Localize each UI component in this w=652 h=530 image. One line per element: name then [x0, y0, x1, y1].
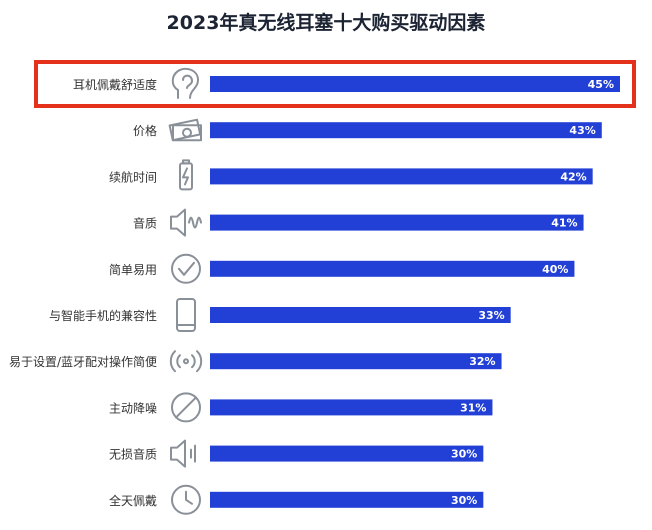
ear-head-icon [171, 67, 199, 99]
category-label: 音质 [133, 216, 157, 231]
bar [210, 307, 511, 323]
check-circle-icon [171, 253, 201, 284]
value-label: 42% [560, 170, 586, 183]
bar-row: 简单易用 40% [109, 253, 575, 284]
bar [210, 122, 602, 139]
battery-icon [179, 159, 193, 191]
value-label: 41% [551, 217, 577, 230]
value-label: 43% [569, 124, 595, 137]
bar-row: 耳机佩戴舒适度 45% [73, 67, 620, 99]
bar-row: 主动降噪 31% [109, 392, 493, 423]
bar [210, 76, 620, 92]
bar [210, 260, 575, 277]
highlight-box [34, 60, 636, 108]
value-label: 40% [542, 263, 568, 276]
bar-row: 全天佩戴 30% [109, 484, 484, 515]
chart-title: 2023年真无线耳塞十大购买驱动因素 [166, 12, 486, 34]
value-label: 33% [478, 309, 504, 322]
bar [210, 214, 584, 231]
bar [210, 168, 593, 185]
bar-row: 与智能手机的兼容性 33% [49, 298, 511, 332]
category-label: 易于设置/蓝牙配对操作简便 [9, 354, 157, 369]
value-label: 45% [588, 78, 614, 91]
category-label: 续航时间 [109, 169, 157, 184]
bar-row: 续航时间 42% [109, 159, 593, 191]
value-label: 31% [460, 401, 486, 414]
category-label: 无损音质 [109, 447, 157, 462]
smartphone-icon [176, 298, 196, 332]
category-label: 耳机佩戴舒适度 [73, 77, 157, 92]
bar [210, 445, 484, 462]
value-label: 32% [469, 355, 495, 368]
money-icon [168, 118, 202, 142]
value-label: 30% [451, 494, 477, 507]
bar [210, 399, 493, 416]
bar [210, 353, 502, 370]
bar [210, 491, 484, 508]
category-label: 价格 [133, 123, 157, 138]
bar-row: 价格 43% [133, 118, 602, 142]
category-label: 全天佩戴 [109, 493, 157, 508]
category-label: 简单易用 [109, 263, 157, 277]
category-label: 与智能手机的兼容性 [49, 308, 157, 323]
bar-row: 音质 41% [133, 208, 584, 237]
speaker-wave-icon [170, 208, 202, 237]
bar-row: 无损音质 30% [109, 439, 484, 468]
category-label: 主动降噪 [109, 401, 157, 415]
speaker-icon [170, 439, 196, 468]
pairing-signal-icon [169, 350, 203, 373]
clock-icon [171, 484, 201, 515]
no-noise-icon [171, 392, 201, 423]
bar-row: 易于设置/蓝牙配对操作简便 32% [9, 350, 502, 373]
value-label: 30% [451, 448, 477, 461]
